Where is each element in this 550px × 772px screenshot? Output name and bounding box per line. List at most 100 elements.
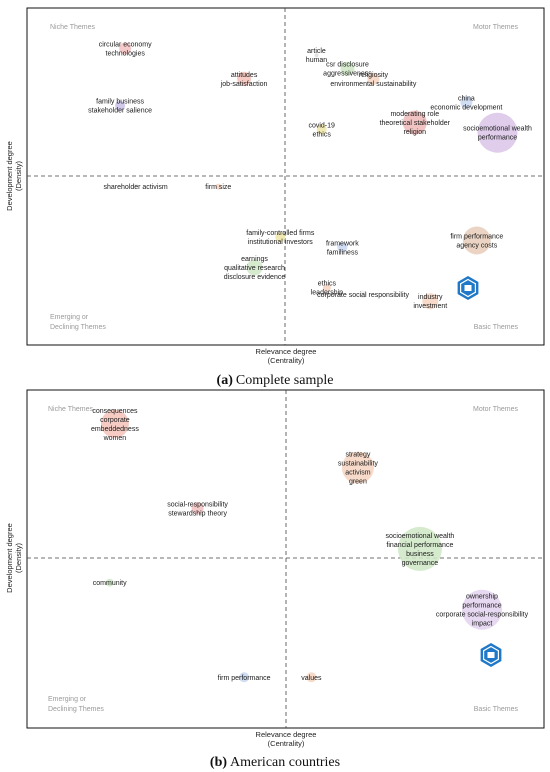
panel-a-cluster-bubble-16 — [322, 283, 331, 292]
panel-a-quadrant-bottom-left-1: Emerging or — [50, 314, 89, 321]
panel-a-cluster-label-6-1: economic development — [430, 104, 502, 111]
panel-b-cluster-label-4-0: community — [93, 580, 127, 587]
panel-a-hexagon-logo-icon — [457, 276, 479, 300]
panel-a-cluster-bubble-3 — [314, 53, 319, 58]
panel-a-cluster-label-0-1: technologies — [106, 50, 146, 57]
panel-b-cluster-label-5-0: ownership — [466, 594, 498, 601]
panel-a-cluster-bubble-0 — [119, 42, 132, 55]
panel-a-cluster-bubble-9 — [316, 124, 327, 135]
panel-a-cluster-label-13-0: framework — [326, 240, 359, 247]
panel-b-cluster-label-0-2: embeddedness — [91, 426, 139, 433]
panel-b-cluster-label-5-1: performance — [462, 603, 501, 610]
panel-a-cluster-label-14-0: firm performance — [450, 234, 503, 241]
panel-a-cluster-bubble-5 — [367, 72, 380, 85]
panel-a-cluster-bubble-18 — [422, 293, 439, 310]
panel-b-cluster-label-1-1: stewardship theory — [168, 510, 227, 517]
panel-b-cluster-label-3-0: socioemotional wealth — [385, 533, 454, 540]
panel-b-cluster-label-1-0: social-responsibility — [167, 501, 228, 508]
panel-a-cluster-label-3-0: article — [307, 48, 326, 55]
panel-a-ylabel: Development degree — [5, 141, 14, 211]
panel-b-marks: consequences corporate embeddedness women so… — [91, 408, 529, 683]
panel-a-cluster-label-18-1: investment — [413, 303, 447, 310]
panel-a-cluster-label-7-0: moderating role — [390, 111, 439, 118]
panel-a-marks: circular economy technologies family busin… — [88, 41, 532, 310]
panel-a-cluster-label-9-1: ethics — [313, 131, 332, 138]
panel-b-cluster-label-0-3: women — [103, 435, 127, 442]
panel-b-caption-text: American countries — [230, 755, 340, 770]
panel-a-cluster-label-14-1: agency costs — [456, 243, 497, 250]
panel-a-caption-letter: (a) — [217, 373, 234, 388]
panel-b-cluster-label-0-1: corporate — [100, 417, 130, 424]
panel-a-cluster-label-8-1: performance — [478, 135, 517, 142]
panel-b-cluster-bubble-2 — [341, 451, 374, 484]
panel-a-cluster-label-7-1: theoretical stakeholder — [380, 120, 451, 127]
panel-a-cluster-label-1-1: stakeholder salience — [88, 108, 152, 115]
panel-b: Niche Themes Motor Themes Emerging or De… — [5, 389, 545, 770]
panel-b-xlabel: Relevance degree — [256, 730, 317, 739]
panel-a-cluster-label-6-0: china — [458, 95, 475, 102]
panel-a-cluster-label-5-0: religiosity — [359, 72, 389, 79]
panel-b-quadrant-top-left: Niche Themes — [48, 406, 94, 413]
panel-a-xlabel: Relevance degree — [256, 347, 317, 356]
panel-a-caption: (a) Complete sample — [217, 373, 334, 388]
panel-a-quadrant-top-left: Niche Themes — [50, 24, 96, 31]
panel-a-cluster-label-2-1: job-satisfaction — [220, 81, 268, 88]
panel-b-cluster-label-3-1: financial performance — [386, 542, 453, 549]
panel-b-cluster-bubble-6 — [239, 672, 250, 683]
panel-a-caption-text: Complete sample — [236, 373, 334, 388]
panel-a-cluster-bubble-7 — [402, 110, 427, 135]
panel-b-cluster-bubble-0 — [100, 409, 129, 438]
panel-b-cluster-label-6-0: firm performance — [218, 675, 271, 682]
panel-a-cluster-label-3-1: human — [306, 57, 328, 64]
panel-a-cluster-label-15-1: qualitative research — [224, 265, 285, 272]
panel-a-cluster-bubble-6 — [460, 96, 473, 109]
panel-b-cluster-label-2-0: strategy — [345, 452, 370, 459]
panel-a-frame — [26, 7, 545, 346]
panel-b-quadrant-bottom-left-1: Emerging or — [48, 696, 87, 703]
panel-b-cluster-label-5-3: impact — [472, 621, 493, 628]
panel-a-cluster-label-13-1: familiness — [327, 249, 359, 256]
panel-a-cluster-label-4-1: aggressiveness — [323, 71, 372, 78]
panel-b-cluster-label-0-0: consequences — [92, 408, 138, 415]
panel-a-cluster-bubble-10 — [132, 183, 139, 190]
panel-a-cluster-label-15-0: earnings — [241, 256, 268, 263]
panel-a-cluster-bubble-2 — [237, 71, 252, 86]
panel-b-cluster-label-7-0: values — [301, 675, 322, 682]
panel-b-caption-letter: (b) — [210, 755, 227, 770]
panel-a-cluster-label-7-2: religion — [404, 129, 427, 136]
panel-a-cluster-label-10-0: shareholder activism — [103, 184, 167, 191]
panel-a-cluster-bubble-12 — [275, 232, 286, 243]
panel-a-cluster-bubble-15 — [246, 259, 263, 276]
panel-b-ylabel-sub: (Density) — [14, 543, 23, 574]
panel-a-cluster-label-16-1: leadership — [311, 290, 343, 297]
panel-a: Niche Themes Motor Themes Emerging or De… — [5, 7, 545, 388]
panel-a-cluster-label-5-1: environmental sustainability — [330, 81, 416, 88]
panel-a-cluster-label-18-0: industry — [418, 294, 443, 301]
panel-b-cluster-bubble-1 — [191, 502, 204, 515]
panel-b-cluster-label-2-2: activism — [345, 470, 370, 477]
panel-b-cluster-label-2-1: sustainability — [338, 461, 379, 468]
panel-a-cluster-label-15-2: disclosure evidence — [224, 274, 286, 281]
panel-b-quadrant-bottom-right: Basic Themes — [474, 706, 519, 713]
panel-a-cluster-label-9-0: covid-19 — [308, 122, 335, 129]
panel-b-cluster-label-2-3: green — [349, 479, 367, 486]
panel-b-frame — [26, 389, 545, 729]
panel-b-ylabel: Development degree — [5, 523, 14, 593]
panel-a-cluster-bubble-13 — [337, 242, 348, 253]
panel-a-quadrant-top-right: Motor Themes — [473, 24, 518, 31]
panel-a-xlabel-sub: (Centrality) — [268, 356, 305, 365]
panel-a-cluster-label-12-1: institutional investors — [248, 239, 313, 246]
panel-b-cluster-bubble-3 — [397, 526, 442, 571]
panel-a-ylabel-sub: (Density) — [14, 161, 23, 192]
panel-a-quadrant-bottom-left-2: Declining Themes — [50, 324, 106, 331]
panel-a-cluster-bubble-8 — [477, 112, 518, 153]
panel-b-cluster-label-3-3: governance — [402, 560, 439, 567]
panel-a-cluster-label-17-0: corporate social responsibility — [317, 292, 409, 299]
panel-a-cluster-bubble-17 — [359, 290, 368, 299]
panel-b-xlabel-sub: (Centrality) — [268, 739, 305, 748]
panel-a-cluster-label-11-0: firm size — [205, 184, 231, 191]
panel-b-cluster-bubble-7 — [306, 672, 317, 683]
panel-a-cluster-label-12-0: family-controlled firms — [246, 230, 315, 237]
panel-b-cluster-bubble-5 — [462, 589, 502, 630]
panel-a-cluster-label-16-0: ethics — [318, 281, 337, 288]
